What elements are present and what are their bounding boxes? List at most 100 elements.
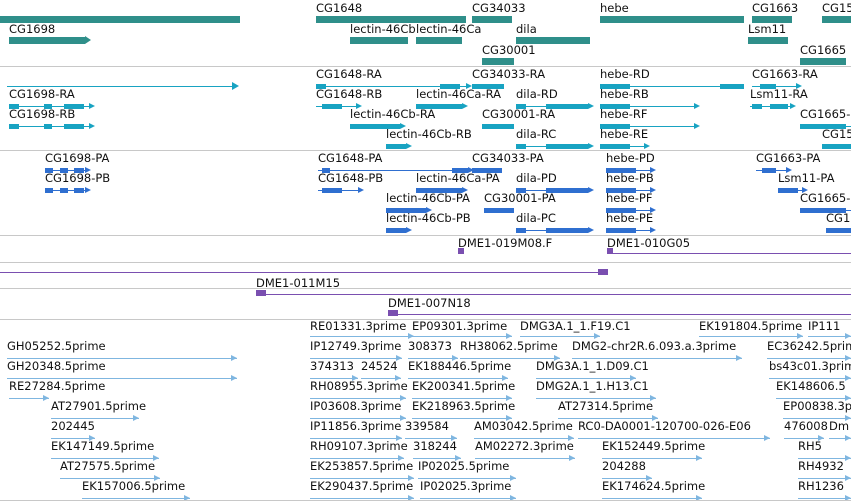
feature-label: CG1648-PA (318, 151, 383, 165)
feature-label: DME1-011M15 (256, 276, 341, 290)
feature-label: EK253857.5prime (310, 459, 414, 473)
arrow-right-icon (406, 143, 412, 149)
feature-label: DMG2-chr2R.6.093.a.3prime (572, 339, 737, 353)
arrow-right-icon (396, 435, 402, 441)
exon-block (386, 228, 406, 233)
feature-label: Lsm11-RA (750, 87, 808, 101)
feature-label: EP00838.3p (783, 399, 851, 413)
feature-label: DMG3A.1_1.F19.C1 (520, 319, 631, 333)
exon-block (600, 124, 630, 129)
arrow-right-icon (462, 187, 468, 193)
exon-block (516, 188, 526, 193)
arrow-right-icon (650, 167, 656, 173)
feature-line (602, 478, 652, 479)
feature-line (256, 294, 851, 295)
feature-label: AT27575.5prime (60, 459, 156, 473)
arrow-right-icon (845, 333, 851, 339)
arrow-right-icon (797, 333, 803, 339)
arrow-right-icon (398, 455, 404, 461)
arrow-right-icon (400, 123, 406, 129)
feature-bar (752, 16, 792, 23)
feature-label: bs43c01.3prime (769, 359, 851, 373)
feature-label: lectin-46Cb-PB (386, 211, 471, 225)
arrow-right-icon (408, 475, 414, 481)
feature-label: EK200341.5prime (412, 379, 516, 393)
bac-end-block (256, 290, 266, 296)
bac-end-block (458, 248, 464, 254)
track-separator (0, 262, 851, 263)
arrow-right-icon (554, 355, 560, 361)
feature-line (829, 438, 851, 439)
feature-label: CG34033 (472, 1, 526, 15)
feature-line (776, 398, 851, 399)
exon-block (516, 228, 526, 233)
feature-line (318, 170, 468, 171)
feature-label: Dm (829, 419, 850, 433)
exon-block (74, 188, 84, 193)
arrow-right-icon (630, 375, 636, 381)
feature-label: RE01331.3prime (310, 319, 407, 333)
exon-block (452, 168, 468, 173)
arrow-right-icon (650, 227, 656, 233)
arrow-right-icon (594, 333, 600, 339)
arrow-right-icon (89, 435, 95, 441)
feature-line (310, 378, 358, 379)
arrow-right-icon (650, 187, 656, 193)
feature-label: IP12749.3prime (310, 339, 402, 353)
arrow-right-icon (696, 455, 702, 461)
feature-label: CG1698-RB (9, 107, 76, 121)
feature-label: DME1-007N18 (388, 296, 471, 310)
feature-label: EC36242.5prime (767, 339, 851, 353)
transcript-span-line[interactable] (7, 86, 237, 87)
arrow-right-icon (506, 333, 512, 339)
feature-label: DMG3A.1_1.D09.C1 (536, 359, 649, 373)
feature-line (600, 106, 694, 107)
feature-label: IP03608.3prime (310, 399, 402, 413)
bac-end-block (607, 248, 613, 254)
bac-span-line[interactable] (0, 272, 604, 273)
feature-line (767, 358, 851, 359)
exon-block (416, 188, 462, 193)
exon-block (386, 208, 426, 213)
feature-line (310, 358, 402, 359)
arrow-right-icon (154, 475, 160, 481)
arrow-right-icon (588, 227, 594, 233)
feature-label: CG1663-PA (756, 151, 821, 165)
arrow-right-icon (845, 495, 851, 501)
exon-block (484, 208, 514, 213)
exon-block (322, 104, 342, 109)
arrow-right-icon (395, 375, 401, 381)
feature-label: CG15 (826, 211, 851, 225)
arrow-right-icon (133, 415, 139, 421)
arrow-right-icon (352, 375, 358, 381)
arrow-right-icon (231, 355, 237, 361)
feature-label: lectin-46Ca (416, 22, 482, 36)
gene-span-bar[interactable] (0, 16, 240, 23)
feature-label: AM03042.5prime (474, 419, 573, 433)
arrow-right-icon (650, 207, 656, 213)
feature-line (784, 438, 824, 439)
arrow-right-icon (845, 355, 851, 361)
arrow-right-icon (845, 395, 851, 401)
feature-label: lectin-46Ca-PA (416, 171, 500, 185)
feature-label: CG1648-PB (318, 171, 384, 185)
feature-label: hebe-PD (606, 151, 655, 165)
feature-line (798, 498, 851, 499)
feature-label: lectin-46Ca-RA (416, 87, 501, 101)
exon-block (546, 104, 588, 109)
feature-line (51, 418, 139, 419)
feature-label: EK152449.5prime (602, 439, 706, 453)
exon-block (60, 168, 68, 173)
feature-line (310, 418, 406, 419)
feature-line (420, 498, 516, 499)
arrow-right-icon (184, 495, 190, 501)
feature-label: hebe-PB (606, 171, 654, 185)
feature-label: CG15 (822, 1, 851, 15)
arrow-right-icon (569, 455, 575, 461)
feature-label: EP09301.3prime (412, 319, 508, 333)
exon-block (778, 188, 798, 193)
feature-label: GH05252.5prime (7, 339, 106, 353)
feature-line (408, 378, 508, 379)
feature-label: RC0-DA0001-120700-026-E06 (578, 419, 751, 433)
feature-line (536, 378, 636, 379)
